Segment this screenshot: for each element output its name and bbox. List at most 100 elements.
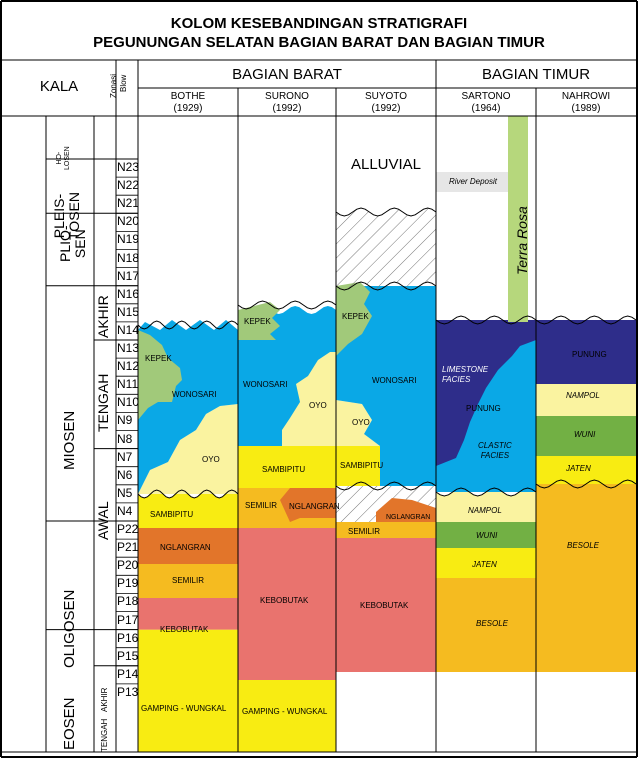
nahrowi-nampol-label: NAMPOL xyxy=(566,391,600,400)
bagian-timur-header: BAGIAN TIMUR xyxy=(481,66,591,83)
epoch-pliosen: PLIO- SEN xyxy=(57,225,88,262)
bothe-oyo-fill xyxy=(138,404,238,494)
nahrowi-jaten-fill xyxy=(536,456,636,484)
epoch-miosen: MIOSEN xyxy=(61,410,78,470)
surono-nglangran-fill xyxy=(280,488,336,522)
suyoto-semilir-label: SEMILIR xyxy=(348,527,381,536)
zone-label-n7: N7 xyxy=(117,449,133,464)
bothe-nglangran-label: NGLANGRAN xyxy=(160,543,211,552)
sartono-wuni-label: WUNI xyxy=(476,531,498,540)
bagian-barat-header: BAGIAN BARAT xyxy=(232,66,342,83)
epoch-oligosen: OLIGOSEN xyxy=(61,589,78,668)
suyoto-nglangran-fill xyxy=(376,498,436,522)
suyoto-kebobutak-label: KEBOBUTAK xyxy=(360,601,409,610)
kala-header: KALA xyxy=(39,78,79,95)
author-surono: SURONO (1992) xyxy=(265,91,309,114)
sartono-clastic-label: CLASTIC FACIES xyxy=(478,441,512,460)
sartono-nampol-label: NAMPOL xyxy=(468,506,502,515)
suyoto-sambipitu-wave xyxy=(335,481,437,491)
zone-label-p22: P22 xyxy=(117,522,139,536)
subepoch-miosen-akhir: AKHIR xyxy=(95,295,111,338)
zone-label-p17: P17 xyxy=(117,612,139,627)
zone-label-n19: N19 xyxy=(117,232,140,247)
suyoto-sambipitu-label: SAMBIPITU xyxy=(340,461,384,470)
zone-label-p21: P21 xyxy=(117,540,139,555)
bothe-semilir-fill xyxy=(138,564,238,598)
nahrowi-wuni-label: WUNI xyxy=(574,430,596,439)
suyoto-hatch-fill xyxy=(336,208,436,290)
author-suyoto: SUYOTO (1992) xyxy=(364,91,408,114)
bothe-nglangran-fill xyxy=(138,528,238,564)
suyoto-top-wave xyxy=(335,281,437,291)
surono-top-wave xyxy=(237,300,337,310)
author-nahrowi: NAHROWI (1989) xyxy=(561,91,611,114)
zone-label-n18: N18 xyxy=(117,250,140,265)
surono-gamping-label: GAMPING - WUNGKAL xyxy=(242,707,328,716)
zone-label-n22: N22 xyxy=(117,178,140,193)
suyoto-hatch-top-wave xyxy=(335,207,437,217)
nahrowi-punung-label: PUNUNG xyxy=(572,350,607,359)
zonasi-label: Zonasi xyxy=(109,73,118,98)
epoch-holosen: HO- LOSEN xyxy=(56,146,71,170)
nahrowi-wuni-fill xyxy=(536,416,636,456)
subepoch-eosen-akhir: AKHIR xyxy=(100,687,109,712)
suyoto-wonosari-label: WONOSARI xyxy=(372,376,417,385)
suyoto-kepek-fill xyxy=(336,282,372,356)
suyoto-oyo-fill xyxy=(336,400,380,446)
subepoch-miosen-tengah: TENGAH xyxy=(95,373,111,432)
subepoch-miosen-awal: AWAL xyxy=(95,501,111,540)
surono-gamping-fill xyxy=(238,680,336,752)
terra-rosa-label: Terra Rosa xyxy=(514,206,530,275)
bothe-sambipitu-wave xyxy=(137,489,239,499)
sartono-limestone-fill xyxy=(436,320,536,466)
zone-label-n9: N9 xyxy=(117,413,133,428)
surono-sambipitu-fill xyxy=(238,446,336,488)
sartono-top-wave xyxy=(435,315,537,325)
zone-label-n13: N13 xyxy=(117,341,140,355)
nahrowi-jaten-wave xyxy=(535,479,637,489)
surono-nglangran-label: NGLANGRAN xyxy=(289,502,340,511)
nahrowi-punung-fill xyxy=(536,320,636,384)
surono-kepek-label: KEPEK xyxy=(244,317,271,326)
author-sartono: SARTONO (1964) xyxy=(461,91,511,114)
nahrowi-nampol-fill xyxy=(536,384,636,416)
bothe-semilir-label: SEMILIR xyxy=(172,576,205,585)
zone-label-n16: N16 xyxy=(117,286,140,301)
zone-label-n12: N12 xyxy=(117,359,140,374)
bothe-top-wave xyxy=(137,320,239,330)
author-bothe: BOTHE (1929) xyxy=(170,91,206,114)
epoch-eosen: EOSEN xyxy=(61,697,78,750)
suyoto-hatch2-fill xyxy=(336,486,436,522)
sartono-limestone-label: LIMESTONE FACIES xyxy=(442,365,489,384)
terra-rosa-fill xyxy=(508,116,528,322)
zone-label-n17: N17 xyxy=(117,268,140,283)
zone-label-p19: P19 xyxy=(117,576,139,591)
sartono-besole-fill xyxy=(436,578,536,672)
zone-label-n8: N8 xyxy=(117,431,133,446)
title-line-2: PEGUNUNGAN SELATAN BAGIAN BARAT DAN BAGI… xyxy=(93,34,545,51)
sartono-jaten-fill xyxy=(436,548,536,578)
bothe-sambipitu-label: SAMBIPITU xyxy=(150,510,194,519)
suyoto-kepek-label: KEPEK xyxy=(342,312,369,321)
nahrowi-jaten-label: JATEN xyxy=(566,464,591,473)
zone-label-n20: N20 xyxy=(117,214,140,229)
bothe-kepek-fill xyxy=(138,330,182,420)
surono-oyo-over xyxy=(282,352,336,446)
zone-label-p14: P14 xyxy=(117,666,139,681)
bothe-kepek-label: KEPEK xyxy=(145,354,172,363)
bothe-oyo-label: OYO xyxy=(202,455,220,464)
subepoch-eosen-tengah: TENGAH xyxy=(100,718,109,752)
suyoto-kebobutak-fill xyxy=(336,538,436,672)
sartono-nampol-wave xyxy=(435,487,537,497)
bothe-kebobutak-fill xyxy=(138,598,238,630)
sartono-punung-label: PUNUNG xyxy=(466,404,501,413)
zone-label-p15: P15 xyxy=(117,648,139,663)
sartono-besole-label: BESOLE xyxy=(476,619,509,628)
zone-label-n21: N21 xyxy=(117,196,140,211)
suyoto-oyo-label: OYO xyxy=(352,418,370,427)
suyoto-wonosari-fill xyxy=(336,286,436,486)
zone-label-n6: N6 xyxy=(117,467,133,482)
surono-kepek-fill xyxy=(238,302,280,340)
zone-label-p13: P13 xyxy=(117,684,139,699)
